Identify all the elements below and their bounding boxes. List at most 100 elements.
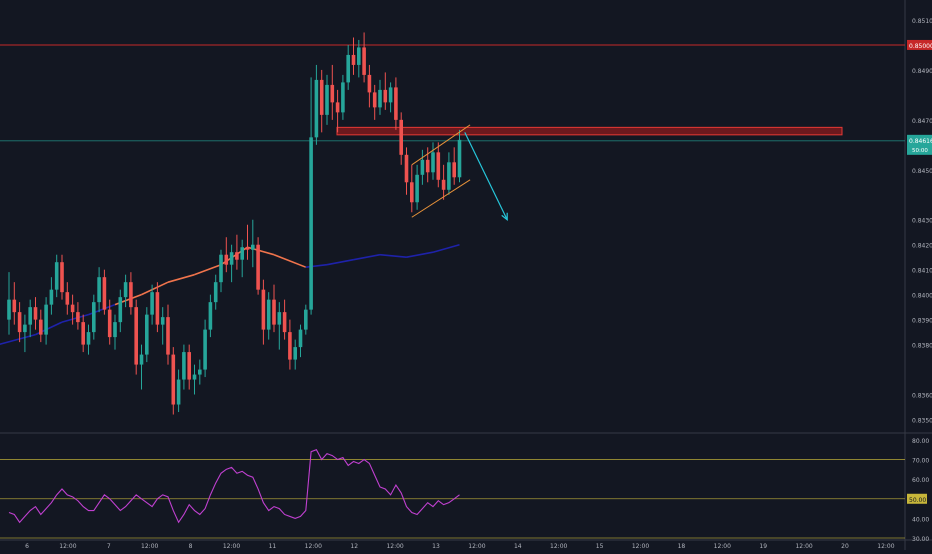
countdown-label: 50:00	[912, 148, 928, 154]
candle-body	[256, 244, 260, 290]
candle-body	[319, 79, 324, 115]
time-tick-label: 8	[189, 543, 193, 550]
candle-body	[357, 47, 361, 65]
candle-body	[282, 312, 287, 333]
time-tick-label: 12	[350, 543, 358, 550]
time-tick-label: 12:00	[714, 543, 731, 550]
oscillator-tick-label: 30.00	[912, 536, 929, 543]
candle-body	[76, 312, 80, 323]
candle-body	[81, 322, 85, 345]
oscillator-tick-label: 40.00	[912, 516, 929, 523]
candle-body	[113, 322, 117, 338]
time-tick-label: 7	[107, 543, 111, 550]
candle-body	[224, 254, 229, 265]
candle-body	[288, 332, 292, 360]
forecast-arrow-line	[464, 132, 508, 221]
time-tick-label: 18	[678, 543, 686, 550]
candle-body	[134, 307, 138, 365]
time-tick-label: 12:00	[632, 543, 649, 550]
candle-body	[309, 137, 313, 310]
candle-body	[447, 162, 451, 190]
candle-body	[182, 352, 186, 380]
time-tick-label: 15	[596, 543, 604, 550]
time-tick-label: 14	[514, 543, 522, 550]
time-tick-label: 12:00	[141, 543, 158, 550]
moving-average-segment	[167, 273, 195, 283]
moving-average-segment	[326, 258, 354, 266]
time-tick-label: 20	[841, 543, 849, 550]
candle-body	[304, 309, 308, 330]
candle-body	[166, 317, 170, 355]
candle-body	[341, 82, 345, 113]
candle-body	[399, 119, 403, 155]
time-tick-label: 12:00	[59, 543, 76, 550]
candle-body	[351, 54, 356, 65]
moving-average-segment	[406, 251, 434, 258]
oscillator-tick-label: 80.00	[912, 438, 929, 445]
candle-body	[229, 252, 234, 265]
candle-body	[12, 299, 17, 313]
candle-body	[378, 89, 382, 108]
last-price-badge	[907, 134, 932, 155]
candle-body	[410, 182, 414, 203]
time-tick-label: 12:00	[223, 543, 240, 550]
candle-body	[97, 277, 101, 303]
oscillator-tick-label: 70.00	[912, 458, 929, 465]
resistance-zone	[336, 126, 843, 136]
candle-body	[145, 314, 149, 355]
oscillator-line	[8, 449, 460, 524]
resistance-price-label: 0.85000	[909, 43, 932, 50]
channel-upper-line	[411, 124, 471, 166]
candle-body	[325, 84, 329, 115]
candle-body	[139, 354, 144, 365]
candle-body	[436, 152, 441, 180]
time-tick-label: 11	[269, 543, 277, 550]
moving-average-segment	[379, 253, 407, 258]
candle-body	[441, 179, 446, 190]
candle-body	[123, 282, 128, 298]
candle-body	[198, 369, 202, 375]
candle-body	[219, 254, 223, 283]
candle-body	[49, 289, 54, 305]
moving-average-segment	[353, 253, 381, 261]
candle-body	[107, 309, 112, 338]
candle-body	[187, 352, 191, 380]
resistance-price-badge	[907, 39, 932, 50]
time-tick-label: 12:00	[468, 543, 485, 550]
candle-body	[372, 92, 377, 108]
moving-average-segment	[141, 281, 169, 296]
time-tick-label: 6	[25, 543, 29, 550]
forecast-arrow-head	[501, 212, 508, 221]
candle-body	[28, 307, 32, 325]
candle-body	[208, 302, 213, 330]
candle-body	[118, 297, 123, 323]
time-tick-label: 12:00	[305, 543, 322, 550]
moving-average-segment	[0, 333, 36, 345]
oscillator-highlight-badge	[907, 493, 927, 504]
candle-body	[245, 247, 250, 250]
candle-body	[150, 292, 154, 315]
moving-average-segment	[61, 313, 89, 323]
moving-average-segment	[194, 263, 222, 276]
candle-body	[23, 324, 27, 333]
candle-body	[70, 304, 75, 313]
candle-body	[171, 354, 176, 405]
candle-body	[394, 87, 398, 120]
time-tick-label: 12:00	[550, 543, 567, 550]
candle-body	[425, 159, 430, 173]
time-tick-label: 13	[432, 543, 440, 550]
candle-body	[298, 329, 303, 348]
candle-body	[251, 244, 255, 250]
candle-body	[213, 282, 218, 303]
candle-body	[54, 262, 59, 290]
candle-body	[335, 102, 340, 113]
candle-body	[155, 292, 160, 325]
